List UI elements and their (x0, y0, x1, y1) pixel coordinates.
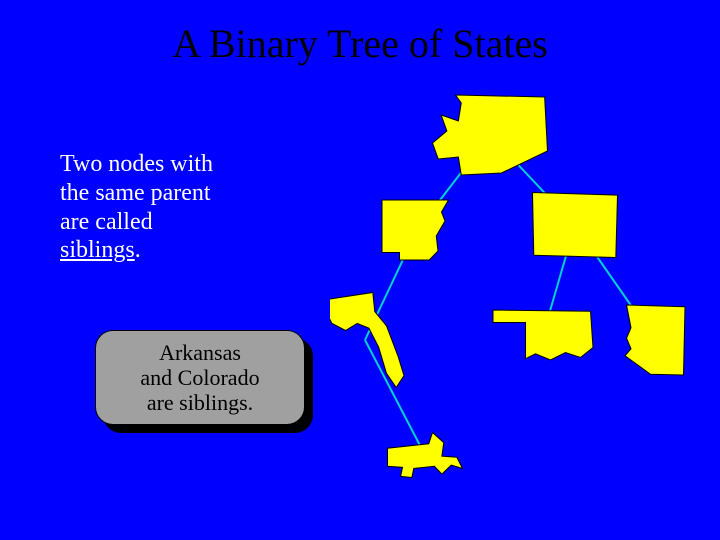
tree-node-l2a (330, 293, 404, 388)
tree-node-l2b (493, 310, 593, 360)
tree-node-root (433, 95, 548, 175)
tree-node-right1 (533, 193, 618, 258)
tree-diagram (330, 85, 710, 515)
tree-node-l3a (388, 433, 463, 478)
tree-node-l2c (625, 305, 685, 375)
caption-line-2: and Colorado (140, 365, 259, 390)
tree-nodes (330, 95, 685, 478)
tree-edges (365, 135, 655, 455)
body-line-1: Two nodes with (60, 151, 213, 177)
oklahoma-icon (493, 310, 593, 360)
florida-icon (330, 293, 404, 388)
mass-icon (388, 433, 463, 478)
page-title: A Binary Tree of States (0, 20, 720, 67)
colorado-icon (533, 193, 618, 258)
arkansas-icon (382, 200, 449, 260)
body-line-2: the same parent (60, 180, 211, 206)
body-line-3: are called (60, 209, 153, 235)
washington-icon (433, 95, 548, 175)
body-text: Two nodes with the same parent are calle… (60, 150, 260, 265)
caption-line-1: Arkansas (159, 340, 241, 365)
arizona-icon (625, 305, 685, 375)
body-underlined: siblings (60, 237, 135, 263)
caption-line-3: are siblings. (147, 390, 253, 415)
tree-node-left1 (382, 200, 449, 260)
caption-box: Arkansas and Colorado are siblings. (95, 330, 305, 425)
caption-front: Arkansas and Colorado are siblings. (95, 330, 305, 425)
